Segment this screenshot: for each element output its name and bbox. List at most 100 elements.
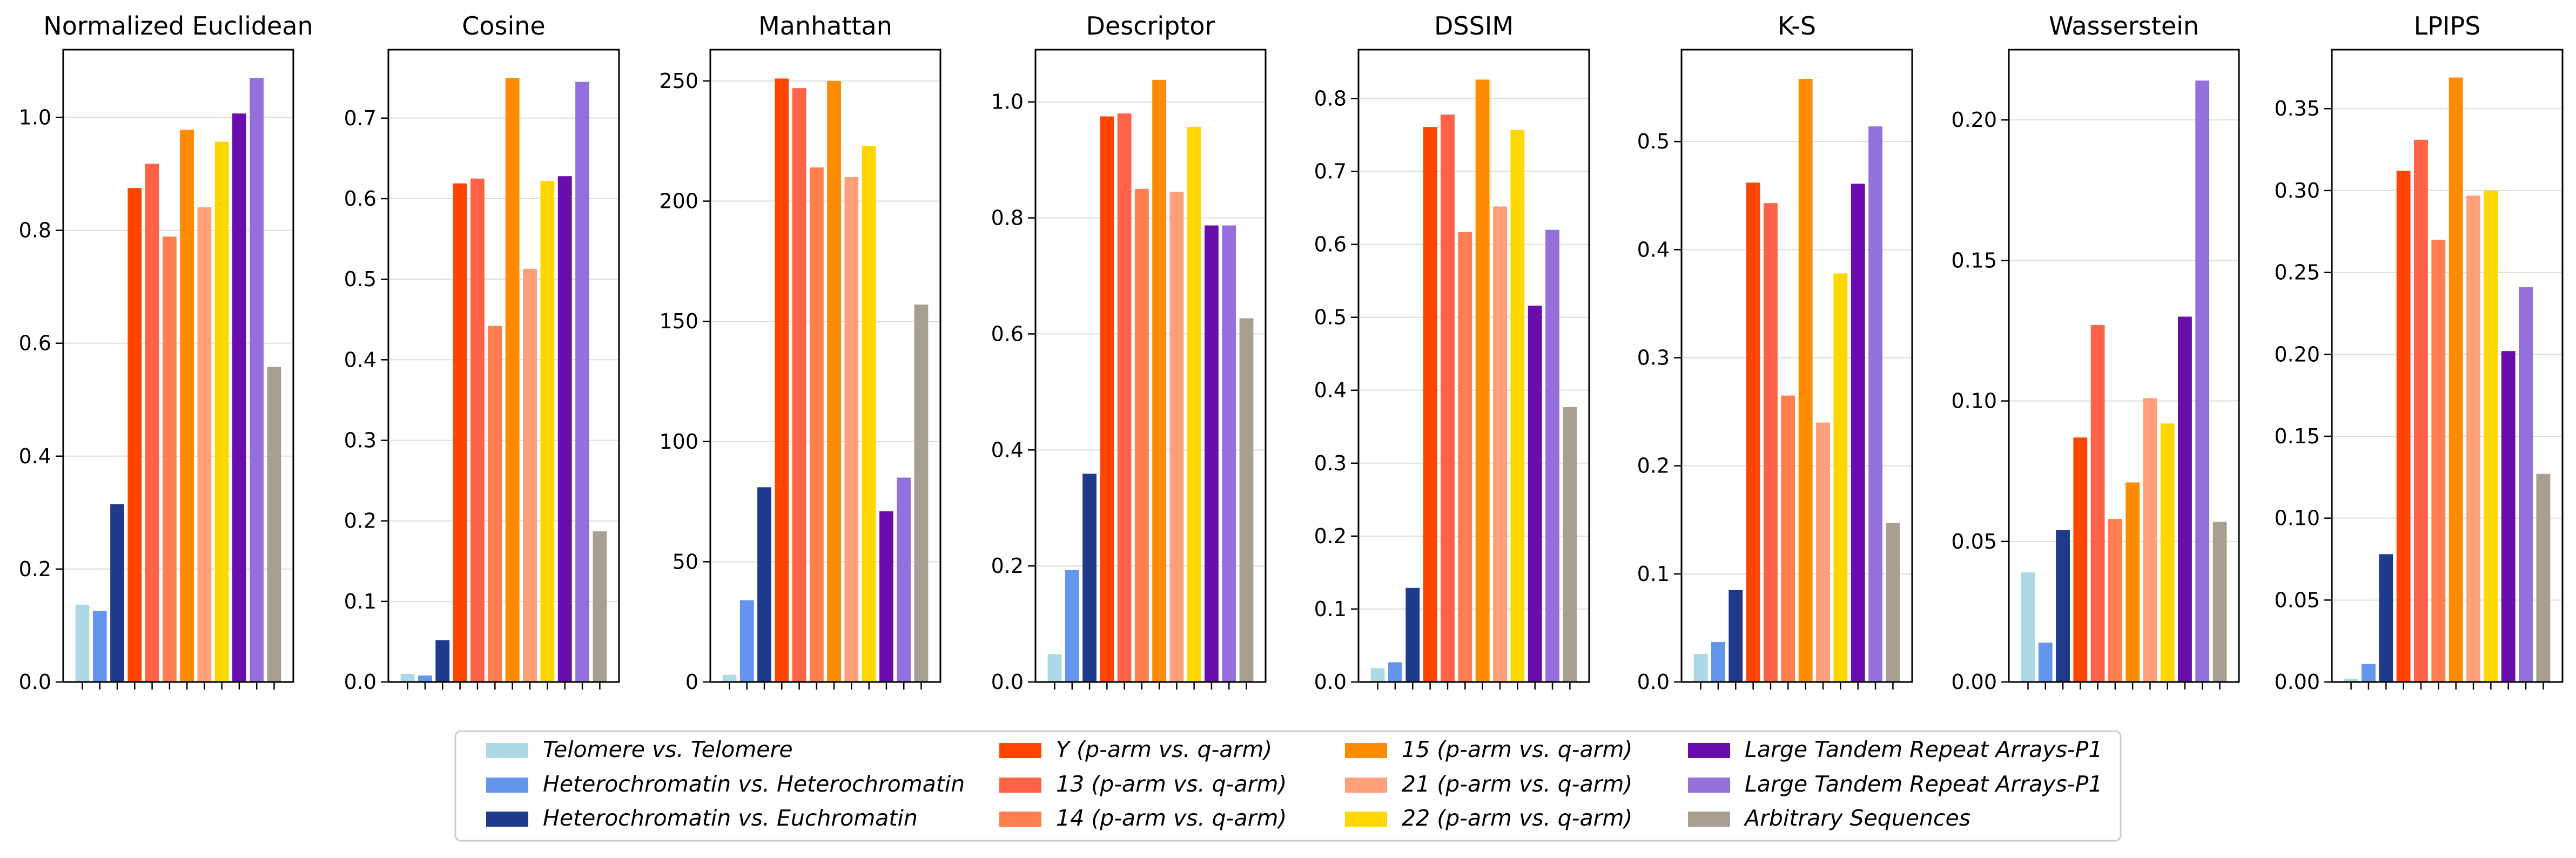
axes-frame	[2008, 49, 2240, 683]
legend-label: 15 (p-arm vs. q-arm)	[1402, 737, 1632, 762]
bar	[1405, 587, 1420, 682]
bar	[2108, 519, 2122, 682]
bar	[1563, 407, 1577, 682]
bar	[2090, 325, 2105, 682]
y-tick-label: 250	[659, 69, 698, 93]
bar	[2160, 423, 2175, 682]
bar	[2501, 351, 2516, 682]
bar	[2536, 474, 2551, 682]
panel-2: 0.0 0.1 0.2 0.3 0.4 0.5 0.6 0.7 Cosine	[344, 11, 620, 694]
y-tick-label: 0.5	[344, 267, 376, 291]
axes-frame	[387, 49, 620, 683]
y-tick-label: 0.6	[19, 332, 51, 355]
bar	[197, 207, 212, 682]
bar	[792, 88, 806, 683]
legend-label: 13 (p-arm vs. q-arm)	[1056, 771, 1287, 797]
legend-label: Arbitrary Sequences	[1743, 805, 1970, 831]
y-tick-label: 0.8	[19, 219, 51, 242]
bar	[92, 611, 107, 682]
y-tick-label: 0.25	[2274, 261, 2320, 285]
bar	[1205, 225, 1219, 683]
bar	[2212, 522, 2227, 682]
bar	[523, 268, 537, 682]
legend-swatch	[999, 743, 1041, 758]
legend-label: Large Tandem Repeat Arrays-P1	[1745, 737, 2103, 762]
bar	[1528, 306, 1542, 682]
y-tick-label: 0.10	[1951, 389, 1997, 413]
y-tick-label: 0.3	[1637, 346, 1670, 369]
y-tick-label: 0.4	[1637, 238, 1670, 261]
y-tick-label: 0.5	[1314, 306, 1347, 329]
legend-label: 22 (p-arm vs. q-arm)	[1402, 805, 1632, 831]
bar	[250, 78, 264, 683]
y-tick-label: 0.1	[344, 590, 376, 613]
bar	[2021, 572, 2035, 682]
panel-title: DSSIM	[1434, 11, 1514, 40]
bar	[2056, 530, 2070, 682]
bar	[453, 183, 467, 682]
y-tick-label: 0.15	[2274, 424, 2320, 448]
legend-swatch	[1345, 812, 1387, 827]
y-tick-label: 0.4	[344, 348, 376, 371]
bar	[267, 367, 281, 682]
bar	[914, 304, 929, 682]
y-tick-label: 0.0	[1637, 670, 1670, 694]
bar	[809, 167, 824, 682]
y-tick-label: 0.1	[1314, 597, 1347, 621]
y-tick-label: 50	[672, 550, 698, 573]
bar	[1441, 114, 1455, 683]
bar	[1065, 570, 1079, 682]
panel-title: Cosine	[462, 11, 545, 40]
legend-label: Heterochromatin vs. Euchromatin	[543, 805, 918, 831]
bar	[127, 188, 142, 682]
bar	[1082, 474, 1097, 682]
bar	[1545, 229, 1560, 682]
bar	[1370, 668, 1385, 682]
bar	[145, 164, 159, 682]
legend-swatch	[486, 778, 528, 793]
bar	[2484, 190, 2498, 682]
bar	[1711, 641, 1725, 682]
bar	[110, 504, 124, 682]
bar	[2143, 398, 2157, 682]
bar	[2396, 171, 2411, 683]
y-tick-label: 0	[685, 670, 698, 694]
bar	[575, 82, 590, 682]
bar	[1187, 126, 1201, 682]
y-tick-label: 0.6	[1314, 233, 1347, 256]
legend-label: Telomere vs. Telomere	[543, 737, 793, 762]
y-tick-label: 0.2	[344, 509, 376, 533]
legend: Telomere vs. Telomere Heterochromatin vs.…	[454, 730, 2122, 842]
legend-swatch	[486, 743, 528, 758]
panel-1: 0.0 0.2 0.4 0.6 0.8 1.0 Normalized Euclidean	[19, 11, 313, 694]
y-tick-label: 0.3	[344, 428, 376, 452]
bar	[505, 78, 520, 682]
bar	[757, 487, 771, 682]
panel-3: 0 50 100 150 200 250 Manhattan	[659, 11, 941, 694]
bar	[2379, 554, 2393, 682]
bar	[1169, 192, 1184, 682]
y-tick-label: 0.10	[2274, 506, 2320, 530]
y-tick-label: 0.4	[19, 444, 51, 468]
bar	[722, 674, 737, 682]
legend-swatch	[1345, 778, 1387, 793]
axes-frame	[62, 49, 294, 683]
legend-swatch	[999, 812, 1041, 827]
bar	[1510, 130, 1525, 683]
y-tick-label: 0.2	[991, 554, 1024, 578]
axes-frame	[709, 49, 941, 683]
bar	[488, 326, 502, 682]
panel-title: Wasserstein	[2049, 11, 2199, 40]
axes-frame	[1680, 49, 1913, 683]
bar	[775, 78, 789, 682]
bar	[180, 130, 194, 682]
bar	[1239, 318, 1254, 682]
y-tick-label: 0.6	[344, 187, 376, 211]
y-tick-label: 0.5	[1637, 130, 1670, 153]
bar	[844, 177, 859, 683]
bar	[2178, 316, 2192, 682]
y-tick-label: 0.1	[1637, 562, 1670, 586]
axes-frame	[1034, 49, 1267, 683]
panel-4: 0.0 0.2 0.4 0.6 0.8 1.0 Descriptor	[991, 11, 1267, 694]
